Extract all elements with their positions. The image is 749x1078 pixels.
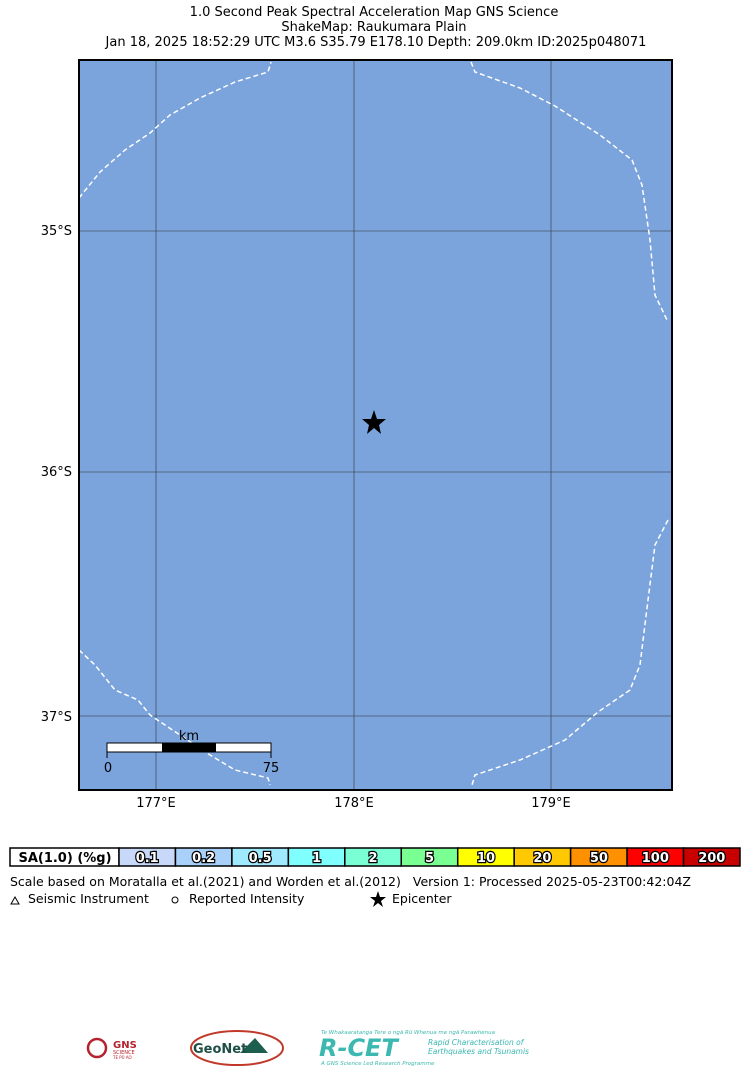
legend-bin-label: 5 (425, 851, 434, 866)
logo-text: A GNS Science Led Research Programme (320, 1061, 435, 1067)
epicenter (362, 410, 386, 434)
legend-label: SA(1.0) (%g) (18, 851, 111, 866)
legend-bin-label: 200 (698, 851, 725, 866)
legend-bin-label: 100 (642, 851, 669, 866)
logo-text: SCIENCE (113, 1050, 135, 1056)
title-line: Jan 18, 2025 18:52:29 UTC M3.6 S35.79 E1… (105, 35, 647, 50)
legend-bin-label: 1 (312, 851, 321, 866)
legend-bin-label: 20 (533, 851, 551, 866)
title-line: ShakeMap: Raukumara Plain (281, 20, 466, 35)
graticule (79, 60, 672, 790)
key-entry: Seismic Instrument (28, 891, 149, 906)
star-icon (370, 891, 386, 907)
legend-bin-label: 50 (590, 851, 608, 866)
scale-bar: km 0 75 (104, 729, 279, 776)
lon-label: 178°E (334, 796, 374, 811)
lon-label: 179°E (531, 796, 571, 811)
legend-swatch (682, 847, 741, 867)
geonet-logo: GeoNet (190, 1030, 284, 1066)
reference: Scale based on Moratalla et al.(2021) an… (10, 874, 401, 889)
legend-bin-label: 2 (369, 851, 378, 866)
triangle-icon (10, 895, 20, 905)
map-frame (78, 59, 673, 791)
key-entry: Epicenter (392, 891, 452, 906)
logo-text: Te Whakaaratanga Tere o ngā Rū Whenua me… (321, 1030, 496, 1036)
coastline (78, 61, 669, 786)
title-line: 1.0 Second Peak Spectral Acceleration Ma… (190, 5, 559, 20)
lat-label: 36°S (41, 465, 72, 480)
lon-label: 177°E (136, 796, 176, 811)
logo-text: TE PŪ AO (112, 1055, 132, 1060)
legend-bin-label: 0.2 (192, 851, 215, 866)
logo-text: R-CET (319, 1034, 399, 1062)
map: 35°S 36°S 37°S 177°E 178°E 179°E km 0 75 (41, 59, 673, 811)
note: Scale based on Moratalla et al.(2021) an… (10, 874, 691, 889)
legend-bin-label: 10 (477, 851, 495, 866)
lat-label: 37°S (41, 710, 72, 725)
legend-bin-label: 0.5 (249, 851, 272, 866)
legend-bin-label: 0.1 (136, 851, 159, 866)
logo-text: GeoNet (193, 1042, 247, 1057)
scale-label: 0 (104, 761, 112, 776)
key-entry: Reported Intensity (189, 891, 305, 906)
version: Version 1: Processed 2025-05-23T00:42:04… (413, 874, 691, 889)
rcet-logo: Te Whakaaratanga Tere o ngā Rū Whenua me… (319, 1030, 529, 1067)
circle-icon (171, 896, 179, 904)
logo-text: GNS (113, 1040, 137, 1051)
logo-text: Earthquakes and Tsunamis (428, 1047, 529, 1056)
legend: SA(1.0) (%g) 0.1 0.2 0.5 1 2 5 10 20 50 100 200 (9, 847, 741, 867)
scale-label: 75 (263, 761, 280, 776)
logo-text: Rapid Characterisation of (428, 1038, 525, 1047)
scale-unit: km (179, 729, 199, 744)
lat-label: 35°S (41, 224, 72, 239)
gns-logo: GNS SCIENCE TE PŪ AO (86, 1037, 137, 1060)
